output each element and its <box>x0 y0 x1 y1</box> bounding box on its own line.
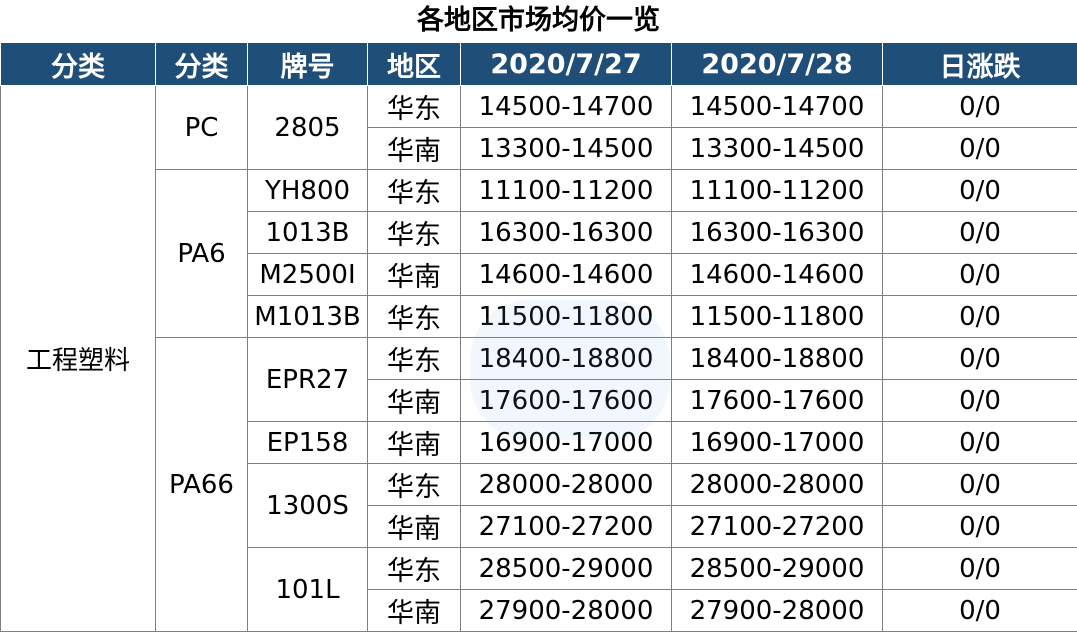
header-category: 分类 <box>1 43 156 86</box>
daily-change-cell: 0/0 <box>883 506 1077 548</box>
price-0728-cell: 13300-14500 <box>672 128 883 170</box>
header-subcategory: 分类 <box>156 43 248 86</box>
price-0727-cell: 28500-29000 <box>461 548 672 590</box>
daily-change-cell: 0/0 <box>883 548 1077 590</box>
price-table: 分类 分类 牌号 地区 2020/7/27 2020/7/28 日涨跌 工程塑料… <box>0 42 1077 632</box>
header-region: 地区 <box>368 43 461 86</box>
price-0727-cell: 17600-17600 <box>461 380 672 422</box>
price-0728-cell: 11500-11800 <box>672 296 883 338</box>
price-0727-cell: 13300-14500 <box>461 128 672 170</box>
price-0728-cell: 11100-11200 <box>672 170 883 212</box>
subcategory-cell: PC <box>156 86 248 170</box>
grade-cell: 1300S <box>248 464 368 548</box>
price-0728-cell: 16900-17000 <box>672 422 883 464</box>
grade-cell: 101L <box>248 548 368 632</box>
price-0728-cell: 28500-29000 <box>672 548 883 590</box>
price-0728-cell: 27900-28000 <box>672 590 883 632</box>
price-0728-cell: 14500-14700 <box>672 86 883 128</box>
category-cell: 工程塑料 <box>1 86 156 632</box>
grade-cell: YH800 <box>248 170 368 212</box>
price-0727-cell: 14500-14700 <box>461 86 672 128</box>
region-cell: 华南 <box>368 506 461 548</box>
price-0727-cell: 28000-28000 <box>461 464 672 506</box>
daily-change-cell: 0/0 <box>883 254 1077 296</box>
region-cell: 华南 <box>368 422 461 464</box>
price-0728-cell: 16300-16300 <box>672 212 883 254</box>
daily-change-cell: 0/0 <box>883 128 1077 170</box>
header-date-0727: 2020/7/27 <box>461 43 672 86</box>
header-grade: 牌号 <box>248 43 368 86</box>
price-0727-cell: 27100-27200 <box>461 506 672 548</box>
grade-cell: EP158 <box>248 422 368 464</box>
price-0727-cell: 14600-14600 <box>461 254 672 296</box>
region-cell: 华南 <box>368 254 461 296</box>
region-cell: 华南 <box>368 128 461 170</box>
daily-change-cell: 0/0 <box>883 338 1077 380</box>
subcategory-cell: PA66 <box>156 338 248 632</box>
price-0728-cell: 17600-17600 <box>672 380 883 422</box>
grade-cell: M1013B <box>248 296 368 338</box>
price-0728-cell: 28000-28000 <box>672 464 883 506</box>
daily-change-cell: 0/0 <box>883 380 1077 422</box>
header-daily-change: 日涨跌 <box>883 43 1077 86</box>
region-cell: 华东 <box>368 338 461 380</box>
region-cell: 华东 <box>368 548 461 590</box>
header-date-0728: 2020/7/28 <box>672 43 883 86</box>
daily-change-cell: 0/0 <box>883 422 1077 464</box>
region-cell: 华东 <box>368 170 461 212</box>
grade-cell: M2500I <box>248 254 368 296</box>
daily-change-cell: 0/0 <box>883 296 1077 338</box>
region-cell: 华东 <box>368 296 461 338</box>
daily-change-cell: 0/0 <box>883 590 1077 632</box>
header-row: 分类 分类 牌号 地区 2020/7/27 2020/7/28 日涨跌 <box>1 43 1077 86</box>
grade-cell: 1013B <box>248 212 368 254</box>
region-cell: 华东 <box>368 86 461 128</box>
price-0727-cell: 16300-16300 <box>461 212 672 254</box>
grade-cell: 2805 <box>248 86 368 170</box>
price-0727-cell: 27900-28000 <box>461 590 672 632</box>
price-0727-cell: 11500-11800 <box>461 296 672 338</box>
price-0728-cell: 18400-18800 <box>672 338 883 380</box>
daily-change-cell: 0/0 <box>883 170 1077 212</box>
region-cell: 华南 <box>368 590 461 632</box>
daily-change-cell: 0/0 <box>883 464 1077 506</box>
price-0728-cell: 14600-14600 <box>672 254 883 296</box>
region-cell: 华东 <box>368 212 461 254</box>
price-0727-cell: 11100-11200 <box>461 170 672 212</box>
price-0728-cell: 27100-27200 <box>672 506 883 548</box>
page-title: 各地区市场均价一览 <box>0 0 1077 42</box>
subcategory-cell: PA6 <box>156 170 248 338</box>
price-0727-cell: 16900-17000 <box>461 422 672 464</box>
region-cell: 华南 <box>368 380 461 422</box>
daily-change-cell: 0/0 <box>883 212 1077 254</box>
region-cell: 华东 <box>368 464 461 506</box>
price-0727-cell: 18400-18800 <box>461 338 672 380</box>
daily-change-cell: 0/0 <box>883 86 1077 128</box>
grade-cell: EPR27 <box>248 338 368 422</box>
